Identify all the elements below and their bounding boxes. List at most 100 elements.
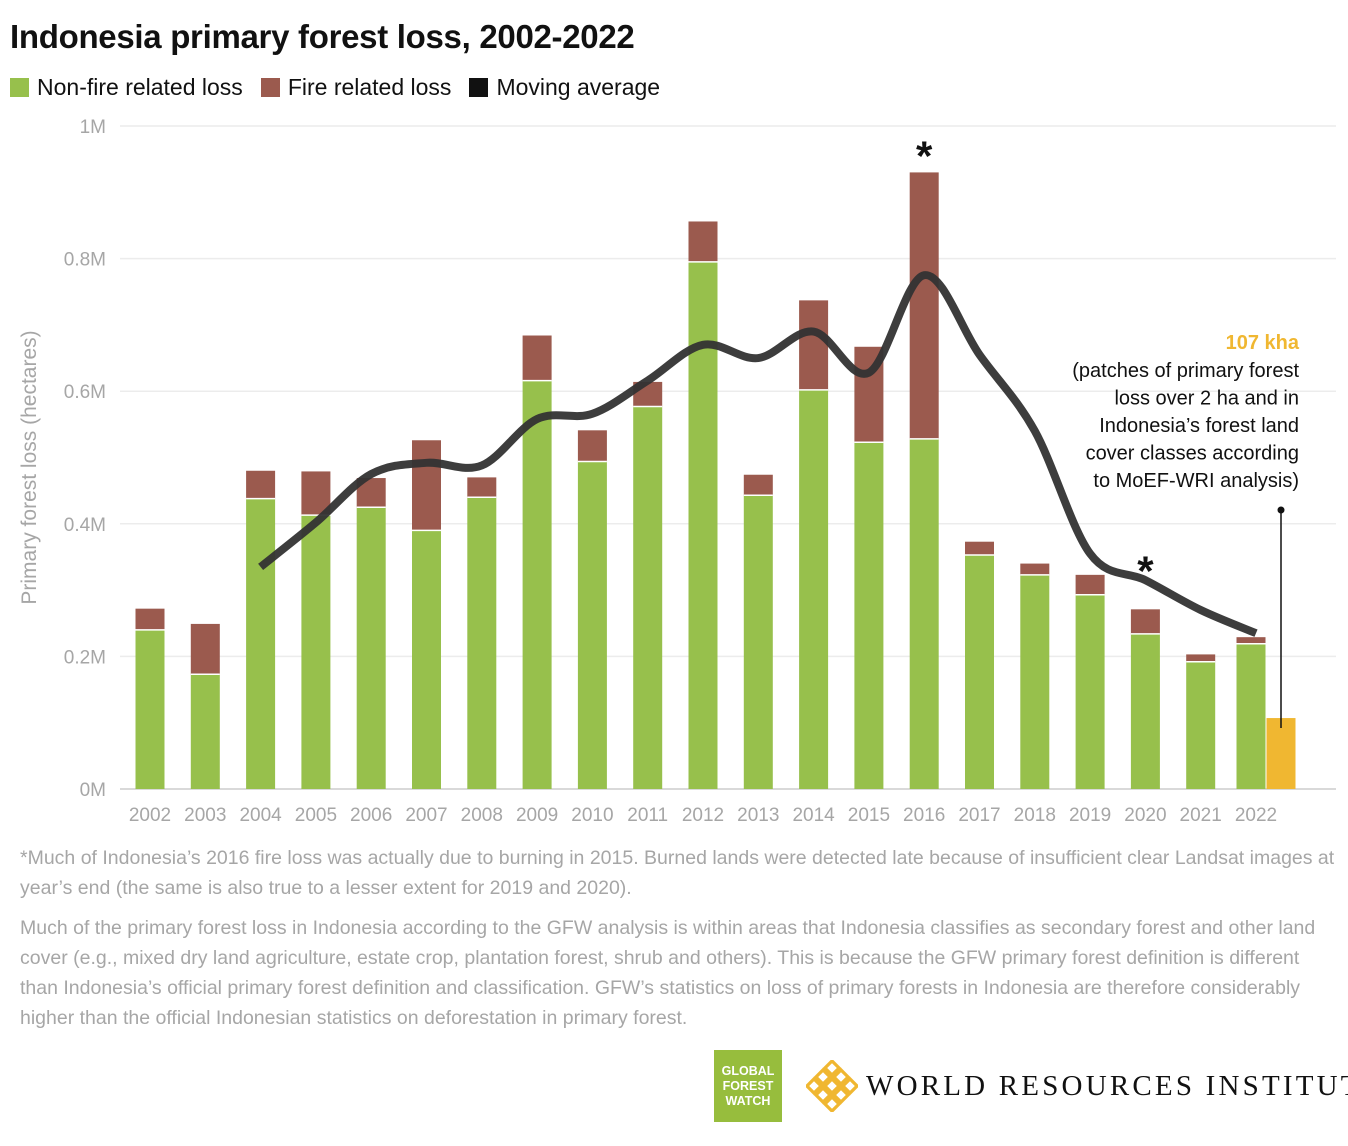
gfw-logo-line-3: WATCH	[725, 1093, 771, 1108]
x-tick-label: 2019	[1069, 805, 1111, 826]
gfw-logo-line-1: GLOBAL	[721, 1063, 775, 1078]
bar-fire	[190, 623, 220, 675]
bar-fire	[799, 300, 829, 390]
x-tick-label: 2014	[792, 805, 835, 826]
x-tick-label: 2011	[627, 805, 668, 826]
x-tick-label: 2005	[295, 805, 337, 826]
legend-swatch-moving-average	[469, 78, 489, 97]
x-tick-label: 2010	[571, 805, 613, 826]
bar-non-fire	[356, 507, 386, 789]
annotation-layer: * * 107 kha (patches of primary forest loss …	[916, 132, 1300, 728]
x-tick-label: 2003	[184, 805, 226, 826]
x-tick-label: 2007	[405, 805, 447, 826]
legend-swatch-non-fire	[10, 78, 29, 97]
bar-non-fire	[577, 461, 607, 789]
highlight-note-line: to MoEF-WRI analysis)	[1093, 470, 1299, 492]
wri-logo-text: WORLD RESOURCES INSTITUTE	[866, 1070, 1348, 1102]
legend-item-fire: Fire related loss	[260, 74, 452, 101]
x-tick-label: 2021	[1180, 805, 1222, 826]
x-tick-label: 2012	[682, 805, 724, 826]
y-axis-label: Primary forest loss (hectares)	[18, 330, 41, 604]
x-tick-label: 2013	[737, 805, 779, 826]
bar-non-fire	[190, 674, 220, 789]
bar-fire	[467, 477, 497, 498]
legend-item-moving-average: Moving average	[469, 74, 660, 101]
bar-fire	[1075, 574, 1105, 595]
legend-label-moving-average: Moving average	[496, 74, 661, 100]
legend-label-non-fire: Non-fire related loss	[37, 74, 243, 100]
asterisk-2016: *	[916, 132, 933, 179]
highlight-note-line: cover classes according	[1086, 443, 1299, 465]
y-tick-label: 1M	[80, 117, 106, 138]
x-tick-label: 2009	[516, 805, 558, 826]
bar-fire	[1186, 654, 1216, 662]
bar-non-fire	[522, 380, 552, 789]
bar-layer	[135, 172, 1296, 789]
bar-non-fire	[246, 498, 276, 789]
wri-logo-icon	[806, 1060, 858, 1112]
bar-non-fire	[135, 629, 165, 789]
bar-non-fire	[1130, 633, 1160, 789]
bar-non-fire	[633, 406, 663, 789]
bar-non-fire	[1236, 643, 1266, 789]
bar-non-fire	[412, 530, 441, 789]
bar-fire	[246, 470, 276, 499]
highlight-note-line: Indonesia’s forest land	[1099, 415, 1299, 437]
chart-plot: * * 107 kha (patches of primary forest loss …	[18, 117, 1336, 826]
bar-non-fire	[301, 515, 331, 789]
bar-fire	[1130, 609, 1160, 634]
y-tick-label: 0.8M	[64, 250, 106, 271]
x-tick-label: 2017	[958, 805, 1000, 826]
x-tick-label: 2004	[239, 805, 282, 826]
bar-non-fire	[909, 438, 939, 789]
asterisk-2020: *	[1137, 547, 1154, 594]
y-tick-label: 0.6M	[64, 382, 106, 403]
bar-fire	[909, 172, 939, 439]
bar-non-fire	[1186, 661, 1216, 789]
legend: Non-fire related loss Fire related loss …	[10, 74, 660, 101]
bar-fire	[135, 608, 165, 630]
bar-non-fire	[854, 442, 884, 789]
bar-fire	[1236, 637, 1266, 644]
moving-average-layer	[258, 271, 1258, 637]
bar-fire	[1020, 563, 1050, 575]
legend-label-fire: Fire related loss	[287, 74, 452, 100]
bar-fire	[688, 221, 718, 262]
bar-non-fire	[799, 389, 829, 789]
bar-fire	[965, 541, 994, 555]
legend-swatch-fire	[260, 78, 280, 97]
footnote-definition: Much of the primary forest loss in Indon…	[20, 917, 1316, 1029]
bar-non-fire	[743, 495, 773, 789]
x-tick-label: 2018	[1014, 805, 1056, 826]
bar-fire	[412, 440, 441, 531]
bar-non-fire	[467, 497, 497, 789]
chart-title: Indonesia primary forest loss, 2002-2022	[10, 18, 635, 55]
legend-item-non-fire: Non-fire related loss	[10, 74, 243, 101]
highlight-note-line: loss over 2 ha and in	[1114, 388, 1299, 410]
bar-fire	[301, 471, 331, 516]
axis-layer: 0M 0.2M 0.4M 0.6M 0.8M 1M Primary forest loss …	[18, 117, 1277, 826]
x-tick-label: 2020	[1124, 805, 1166, 826]
bar-fire	[577, 430, 607, 462]
bar-non-fire	[1075, 594, 1105, 789]
x-tick-label: 2008	[461, 805, 503, 826]
x-tick-label: 2006	[350, 805, 392, 826]
callout-dot	[1277, 506, 1285, 514]
bar-highlight-2022	[1266, 718, 1296, 789]
global-forest-watch-logo: GLOBAL FOREST WATCH	[714, 1050, 782, 1122]
x-tick-label: 2002	[129, 805, 171, 826]
highlight-value-label: 107 kha	[1226, 332, 1300, 354]
gfw-logo-line-2: FOREST	[722, 1078, 774, 1093]
x-tick-label: 2022	[1235, 805, 1277, 826]
y-tick-label: 0.2M	[64, 647, 106, 668]
highlight-note-line: (patches of primary forest	[1072, 360, 1299, 382]
footnote-asterisk: *Much of Indonesia’s 2016 fire loss was …	[20, 847, 1335, 899]
bar-fire	[743, 474, 773, 496]
y-tick-label: 0.4M	[64, 515, 106, 536]
moving-average-line	[258, 271, 1258, 637]
x-tick-label: 2015	[848, 805, 890, 826]
x-tick-label: 2016	[903, 805, 945, 826]
y-tick-label: 0M	[80, 780, 106, 801]
bar-non-fire	[1020, 574, 1050, 789]
bar-non-fire	[965, 554, 994, 789]
